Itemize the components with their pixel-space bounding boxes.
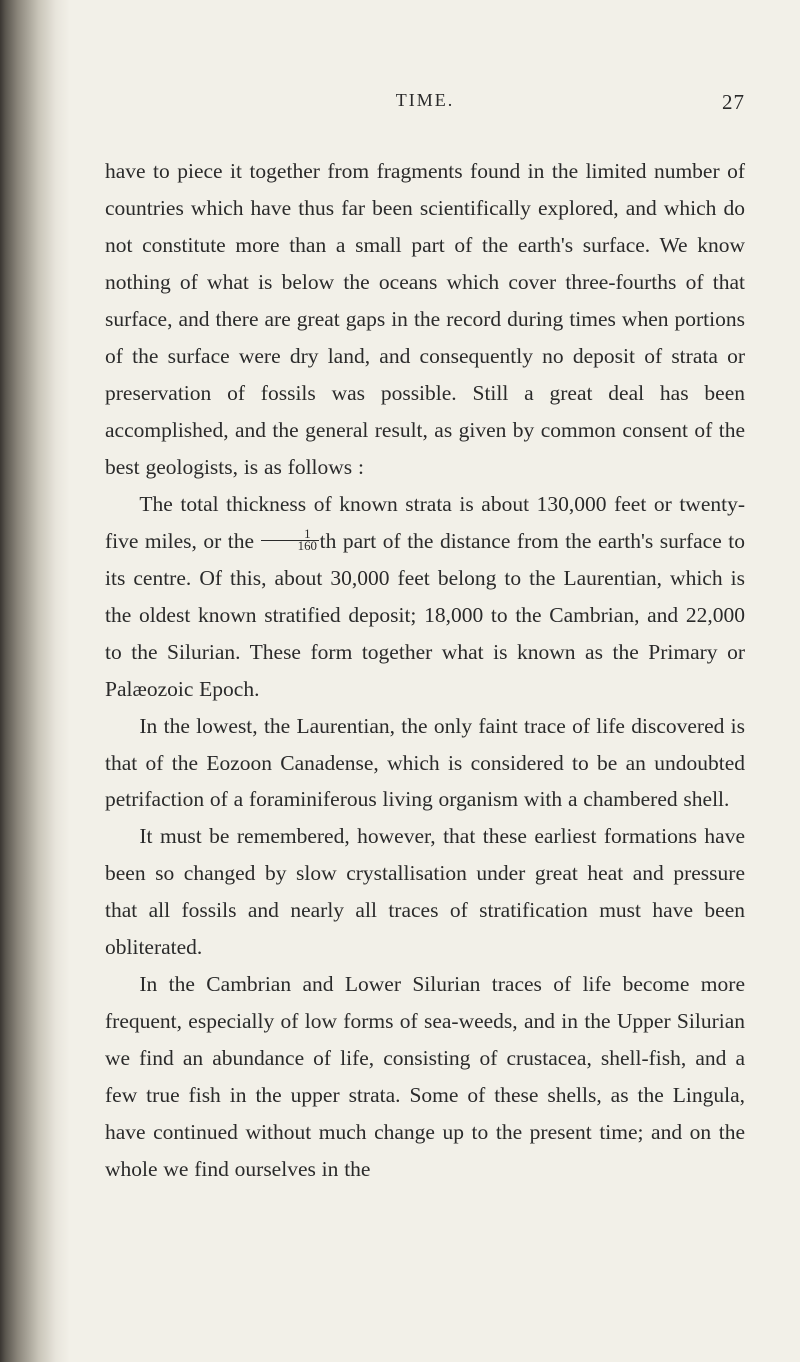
running-head: TIME. 27: [105, 90, 745, 111]
paragraph-3: In the lowest, the Laurentian, the only …: [105, 708, 745, 819]
running-head-title: TIME.: [396, 90, 455, 111]
fraction-denominator: 160: [261, 541, 319, 553]
paragraph-1: have to piece it together from fragments…: [105, 153, 745, 486]
paragraph-5: In the Cambrian and Lower Silurian trace…: [105, 966, 745, 1188]
paragraph-2b: th part of the distance from the earth's…: [105, 529, 745, 701]
page-content: TIME. 27 have to piece it together from …: [105, 90, 745, 1188]
body-text: have to piece it together from fragments…: [105, 153, 745, 1188]
binding-shadow: [0, 0, 70, 1362]
paragraph-2: The total thickness of known strata is a…: [105, 486, 745, 708]
page-number: 27: [722, 90, 745, 115]
paragraph-4: It must be remembered, however, that the…: [105, 818, 745, 966]
fraction-one-one-sixty: 1160: [261, 529, 319, 553]
